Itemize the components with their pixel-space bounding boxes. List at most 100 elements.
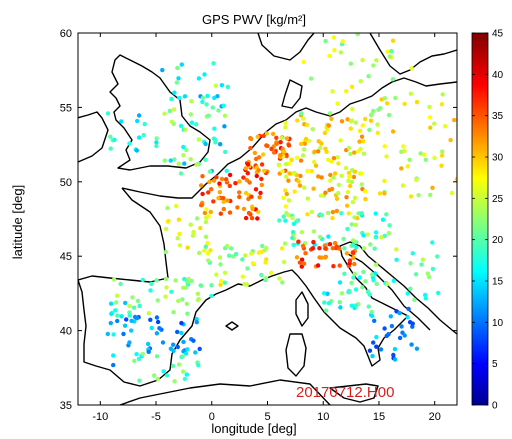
pwv-station-point <box>257 195 262 200</box>
pwv-station-point <box>292 170 297 176</box>
pwv-station-point <box>374 58 379 63</box>
colorbar-tick-label: 15 <box>492 277 504 288</box>
pwv-station-point <box>194 122 199 127</box>
pwv-station-point <box>249 194 254 199</box>
pwv-station-point <box>255 134 260 139</box>
pwv-station-point <box>108 301 114 306</box>
pwv-station-point <box>327 53 332 59</box>
pwv-station-point <box>218 282 223 287</box>
x-tick-label: 0 <box>209 411 215 423</box>
pwv-station-point <box>132 314 138 320</box>
pwv-station-point <box>283 188 288 193</box>
pwv-station-point <box>370 353 375 359</box>
pwv-station-point <box>218 262 223 267</box>
pwv-station-point <box>330 246 335 251</box>
pwv-station-point <box>175 65 180 71</box>
pwv-station-point <box>329 116 334 122</box>
pwv-station-point <box>218 142 223 147</box>
coastline-north-africa <box>119 379 331 405</box>
pwv-station-point <box>185 245 190 250</box>
pwv-station-point <box>264 276 269 281</box>
pwv-station-point <box>392 357 398 362</box>
pwv-station-point <box>360 123 365 128</box>
pwv-station-point <box>113 308 118 313</box>
pwv-station-point <box>405 315 410 320</box>
pwv-station-point <box>145 341 151 347</box>
pwv-station-point <box>127 340 132 345</box>
pwv-station-point <box>286 198 292 203</box>
pwv-station-point <box>154 143 159 149</box>
pwv-station-point <box>173 278 178 283</box>
pwv-station-point <box>199 203 204 208</box>
pwv-station-point <box>207 169 213 174</box>
pwv-station-point <box>211 61 216 66</box>
coastlines <box>78 33 457 405</box>
x-tick-label: 5 <box>264 411 270 423</box>
pwv-station-point <box>317 246 322 251</box>
pwv-station-point <box>313 163 319 168</box>
pwv-station-point <box>136 135 142 140</box>
x-tick-label: -10 <box>92 411 108 423</box>
pwv-station-point <box>164 373 170 378</box>
pwv-station-point <box>155 298 160 303</box>
pwv-station-point <box>278 153 283 158</box>
pwv-station-point <box>309 76 314 81</box>
pwv-station-point <box>222 280 228 285</box>
pwv-station-point <box>210 105 215 110</box>
pwv-station-point <box>326 157 331 162</box>
pwv-station-point <box>379 235 384 240</box>
coastline-mediterranean-france <box>225 241 457 367</box>
pwv-station-point <box>361 246 367 251</box>
pwv-station-point <box>240 274 245 279</box>
pwv-station-point <box>372 246 377 251</box>
pwv-station-point <box>344 195 349 200</box>
pwv-station-point <box>279 135 285 141</box>
pwv-station-point <box>177 243 183 248</box>
pwv-station-point <box>259 272 264 278</box>
pwv-station-point <box>384 281 390 287</box>
pwv-station-point <box>339 119 345 124</box>
pwv-station-point <box>342 271 347 276</box>
pwv-station-point <box>194 216 200 221</box>
pwv-station-point <box>382 233 387 238</box>
pwv-station-point <box>224 168 229 173</box>
pwv-station-point <box>243 166 248 171</box>
pwv-station-point <box>163 226 169 232</box>
pwv-station-point <box>169 119 175 125</box>
pwv-station-point <box>384 154 389 159</box>
pwv-station-point <box>185 311 190 316</box>
pwv-station-point <box>303 251 308 256</box>
pwv-station-point <box>332 48 337 53</box>
pwv-station-point <box>334 208 340 214</box>
pwv-station-point <box>338 305 343 310</box>
pwv-station-point <box>283 161 289 167</box>
pwv-station-point <box>205 93 210 99</box>
pwv-station-point <box>316 149 321 154</box>
pwv-station-point <box>177 231 182 237</box>
pwv-station-point <box>384 101 390 106</box>
coastline-ireland <box>78 111 109 163</box>
pwv-station-point <box>221 206 226 212</box>
pwv-station-point <box>189 120 194 125</box>
pwv-station-point <box>284 191 289 197</box>
pwv-station-point <box>351 275 356 280</box>
pwv-station-point <box>397 310 402 316</box>
pwv-station-point <box>196 76 202 81</box>
pwv-station-point <box>211 199 216 204</box>
pwv-station-point <box>435 254 440 259</box>
pwv-station-point <box>371 108 376 114</box>
pwv-station-point <box>154 278 159 283</box>
x-tick-label: 20 <box>429 411 441 423</box>
pwv-station-point <box>338 138 343 143</box>
pwv-station-point <box>283 120 288 126</box>
pwv-station-point <box>439 153 445 158</box>
pwv-station-point <box>223 149 228 155</box>
pwv-station-point <box>249 251 254 256</box>
pwv-station-point <box>419 262 424 267</box>
pwv-station-point <box>365 232 370 237</box>
pwv-station-point <box>430 240 435 245</box>
pwv-station-point <box>397 335 403 341</box>
pwv-station-point <box>205 251 211 256</box>
pwv-station-point <box>409 66 414 71</box>
pwv-station-point <box>390 38 396 43</box>
